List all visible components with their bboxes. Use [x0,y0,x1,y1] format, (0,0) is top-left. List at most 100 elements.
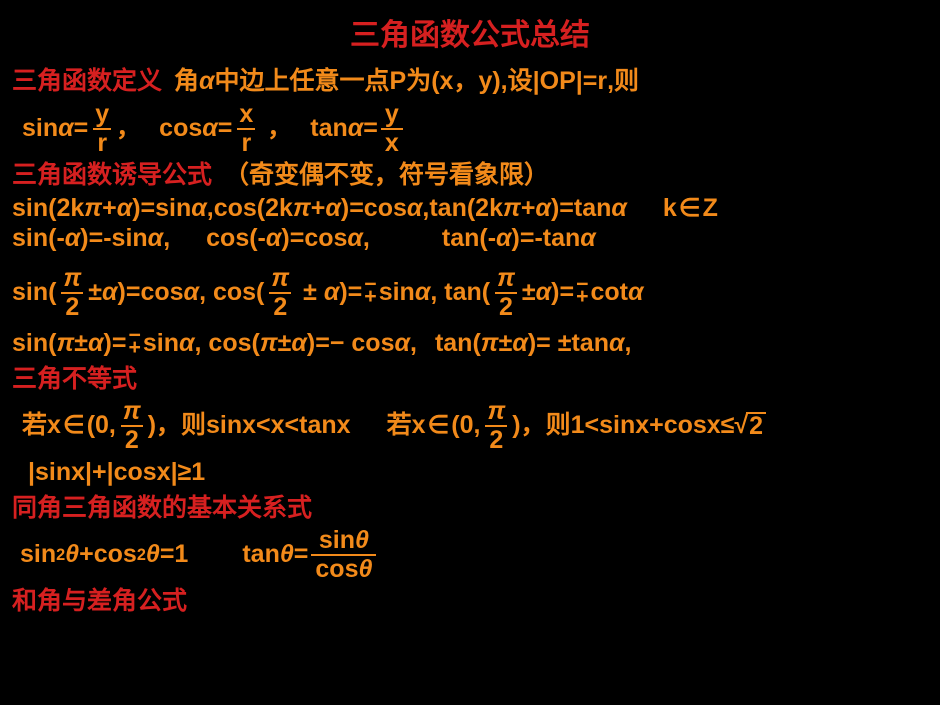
t: ± [499,330,513,358]
t: = [218,115,233,143]
t: sin [20,541,56,569]
t: sin( [12,330,56,358]
t: π [503,195,521,223]
t: + [79,541,94,569]
t: α [148,225,164,253]
t: )=sin [132,195,191,223]
t: π [260,330,278,358]
sqrt2: √2 [734,412,766,440]
sec1-intro: 角 α 中边上任意一点P为(x，y),设 | OP | =r ,则 [174,68,639,96]
sec2-note: （奇变偶不变，符号看象限） [224,162,549,190]
t: )=tan [551,195,611,223]
t: , [195,330,202,358]
d: 2 [485,425,507,453]
t: = [363,115,378,143]
t: α [291,330,307,358]
t: k [663,195,677,223]
e: sin(-α)=-sinα, [12,225,170,253]
t: tan [310,115,348,143]
ind-line3: sin( π2 ±α )=cosα, cos( π2 ± α )= −+ sin… [12,266,928,320]
t: cos [94,541,137,569]
t: α [611,195,627,223]
pi-2: π2 [59,266,85,320]
t: π [293,195,311,223]
d: 2 [495,292,517,320]
e-cos-pi2: cos( π2 ± α )= −+ sinα, [213,266,437,320]
t: ∈ [63,412,85,440]
def-cos: cos α = x r ， [159,102,292,156]
t: α [117,195,133,223]
t: cos [351,330,394,358]
t: ,则 [607,68,639,96]
t: )， [148,412,181,440]
t: θ [280,541,294,569]
t: α [179,330,195,358]
t: α [407,195,423,223]
t: 2 [746,412,766,439]
t: |sinx|+|cosx|≥1 [28,459,205,487]
t: sin [143,330,179,358]
t: α [496,225,512,253]
t: =1 [160,541,189,569]
t: α [536,279,552,307]
n: π [483,399,509,425]
t: (0, [451,412,480,440]
den: r [237,128,255,156]
t: 1<sinx+cosx≤ [571,412,735,440]
t: ， [267,115,292,143]
t: θ [146,541,160,569]
t: ± [522,279,536,307]
t: α [512,330,528,358]
t: α [325,195,341,223]
t: sinx<x<tanx [206,412,351,440]
t: )=-tan [512,225,581,253]
t: α [184,279,200,307]
t: α [535,195,551,223]
num: x [235,102,257,128]
alpha: α [199,68,215,96]
ind-line2: sin(-α)=-sinα, cos(-α)=cosα, tan(-α)=-ta… [12,225,928,253]
e-tan-pi2: tan( π2 ±α )= −+ cotα [444,266,643,320]
pi-2: π2 [119,399,145,453]
def-equations: sin α = y r ， cos α = x r ， tan α = y x [12,102,928,156]
t: sin(- [12,225,65,253]
t: α [415,279,431,307]
t: sin [22,115,58,143]
t: 则 [181,412,206,440]
t: 则 [546,412,571,440]
t: 若x [387,412,426,440]
tan-def: tanθ = sinθ cosθ [242,528,379,582]
t: θ [355,526,369,554]
t: cos [140,279,183,307]
num: y [91,102,113,128]
page-title: 三角函数公式总结 [12,10,928,54]
t: ∈ [679,195,701,223]
ineq-line1: 若x∈(0, π2 )，则 sinx<x<tanx 若x∈(0, π2 )，则 … [12,399,928,453]
t: (0, [87,412,116,440]
t: ± [558,330,572,358]
t: α [394,330,410,358]
t: sin [319,526,355,554]
t: π [56,330,74,358]
identity-line: sin2θ + cos2θ =1 tanθ = sinθ cosθ [12,528,928,582]
t: ± [88,279,102,307]
t: )= [551,279,574,307]
t: , [624,330,631,358]
sec-definition: 三角函数定义 角 α 中边上任意一点P为(x，y),设 | OP | =r ,则 [12,68,928,96]
t: , [199,279,206,307]
t: )= [104,330,127,358]
t: ± [303,279,317,307]
mp-sign: −+ [128,330,140,353]
pi-2: π2 [493,266,519,320]
frac-y-x: y x [381,102,403,156]
e: tan(-α)=-tanα [442,225,596,253]
t: Z [703,195,718,223]
t: , [430,279,437,307]
ineq-line2: |sinx|+|cosx|≥1 [12,459,928,487]
t: π [84,195,102,223]
ind-line1: sin(2kπ+α)=sinα ,cos(2kπ+α)=cosα ,tan(2k… [12,195,928,223]
sec-inequality: 三角不等式 [12,366,928,394]
t: α [266,225,282,253]
d: 2 [61,292,83,320]
sec2-heading: 三角函数诱导公式 [12,162,212,190]
